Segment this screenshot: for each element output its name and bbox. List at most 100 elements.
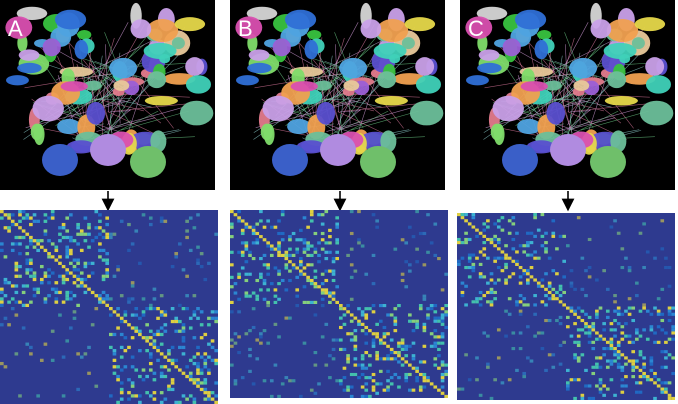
heatmap-cell	[331, 347, 336, 351]
heatmap-cell	[313, 313, 318, 317]
heatmap-cell	[109, 297, 113, 301]
heatmap-cell	[605, 340, 610, 344]
heatmap-cell	[130, 313, 135, 317]
heatmap-cell	[371, 385, 376, 389]
heatmap-cell	[79, 232, 84, 236]
heatmap-cell	[14, 300, 19, 304]
heatmap-cell	[156, 329, 160, 333]
brain-region	[517, 118, 541, 135]
heatmap-cell	[320, 297, 325, 301]
heatmap-cell	[616, 231, 621, 235]
heatmap-cell	[331, 291, 336, 295]
heatmap-cell	[437, 341, 441, 345]
brain-region	[546, 101, 566, 125]
heatmap-cell	[181, 307, 186, 311]
heatmap-cell	[237, 210, 241, 214]
heatmap-cell	[291, 379, 296, 383]
brain-region	[639, 100, 674, 126]
heatmap-cell	[145, 336, 149, 340]
heatmap-cell	[598, 387, 603, 391]
brain-region	[502, 144, 538, 176]
heatmap-cell	[342, 313, 347, 317]
heatmap-cell	[364, 341, 369, 345]
heatmap-cell	[389, 351, 394, 355]
connection	[99, 99, 125, 108]
heatmap-cell	[331, 297, 336, 301]
heatmap-cell	[368, 329, 372, 333]
heatmap-cell	[433, 344, 438, 348]
heatmap-cell	[515, 250, 519, 254]
heatmap-cell	[214, 316, 218, 320]
heatmap-cell	[551, 294, 556, 298]
heatmap-cell	[210, 391, 215, 395]
heatmap-cell	[566, 306, 570, 310]
heatmap-cell	[101, 290, 106, 295]
heatmap-cell	[207, 261, 211, 265]
heatmap-cell	[98, 297, 102, 301]
heatmap-cell	[566, 387, 570, 391]
heatmap-cell	[671, 356, 675, 360]
heatmap-cell	[269, 225, 274, 229]
heatmap-cell	[14, 268, 19, 272]
heatmap-cell	[181, 268, 186, 272]
heatmap-cell	[18, 213, 22, 217]
heatmap-cell	[320, 222, 325, 226]
heatmap-cell	[375, 354, 379, 358]
heatmap-cell	[364, 382, 369, 386]
heatmap-cell	[522, 269, 527, 273]
brain-region	[645, 75, 671, 94]
heatmap-cell	[3, 294, 8, 298]
heatmap-cell	[43, 229, 48, 233]
heatmap-cell	[43, 300, 48, 304]
heatmap-cell	[649, 356, 654, 360]
heatmap-cell	[551, 297, 556, 301]
heatmap-cell	[400, 238, 405, 242]
heatmap-cell	[18, 219, 22, 223]
heatmap-cell	[192, 336, 197, 340]
heatmap-cell	[331, 357, 336, 361]
heatmap-cell	[295, 250, 300, 254]
heatmap-cell	[464, 353, 468, 357]
heatmap-cell	[573, 378, 577, 382]
heatmap-cell	[533, 294, 537, 298]
heatmap-cell	[192, 355, 197, 359]
heatmap-cell	[196, 307, 200, 311]
heatmap-cell	[7, 226, 11, 230]
heatmap-cell	[244, 294, 249, 298]
heatmap-cell	[360, 354, 365, 358]
heatmap-cell	[306, 241, 310, 245]
heatmap-cell	[386, 354, 390, 358]
heatmap-cell	[471, 216, 476, 220]
heatmap-cell	[69, 290, 73, 295]
heatmap-cell	[320, 272, 325, 276]
heatmap-cell	[440, 319, 445, 323]
heatmap-cell	[233, 213, 238, 217]
heatmap-cell	[269, 394, 274, 398]
heatmap-cell	[382, 335, 387, 339]
heatmap-cell	[595, 356, 599, 360]
heatmap-cell	[584, 368, 588, 372]
heatmap-cell	[422, 360, 427, 364]
heatmap-cell	[635, 337, 639, 341]
heatmap-cell	[10, 284, 15, 288]
heatmap-cell	[159, 371, 164, 375]
heatmap-cell	[29, 242, 33, 246]
brain-region	[360, 146, 396, 178]
heatmap-cell	[188, 378, 193, 382]
heatmap-cell	[437, 347, 441, 351]
heatmap-cell	[39, 358, 44, 362]
heatmap-cell	[660, 318, 665, 323]
heatmap-cell	[61, 226, 66, 230]
heatmap-cell	[624, 256, 628, 260]
heatmap-cell	[493, 378, 497, 382]
heatmap-cell	[69, 297, 73, 301]
heatmap-cell	[148, 222, 153, 227]
heatmap-cell	[280, 210, 285, 214]
heatmap-cell	[627, 265, 632, 270]
heatmap-cell	[566, 384, 570, 388]
heatmap-cell	[72, 281, 77, 285]
heatmap-cell	[138, 329, 142, 333]
heatmap-cell	[79, 248, 84, 253]
heatmap-cell	[18, 394, 22, 398]
heatmap-cell	[478, 231, 483, 235]
